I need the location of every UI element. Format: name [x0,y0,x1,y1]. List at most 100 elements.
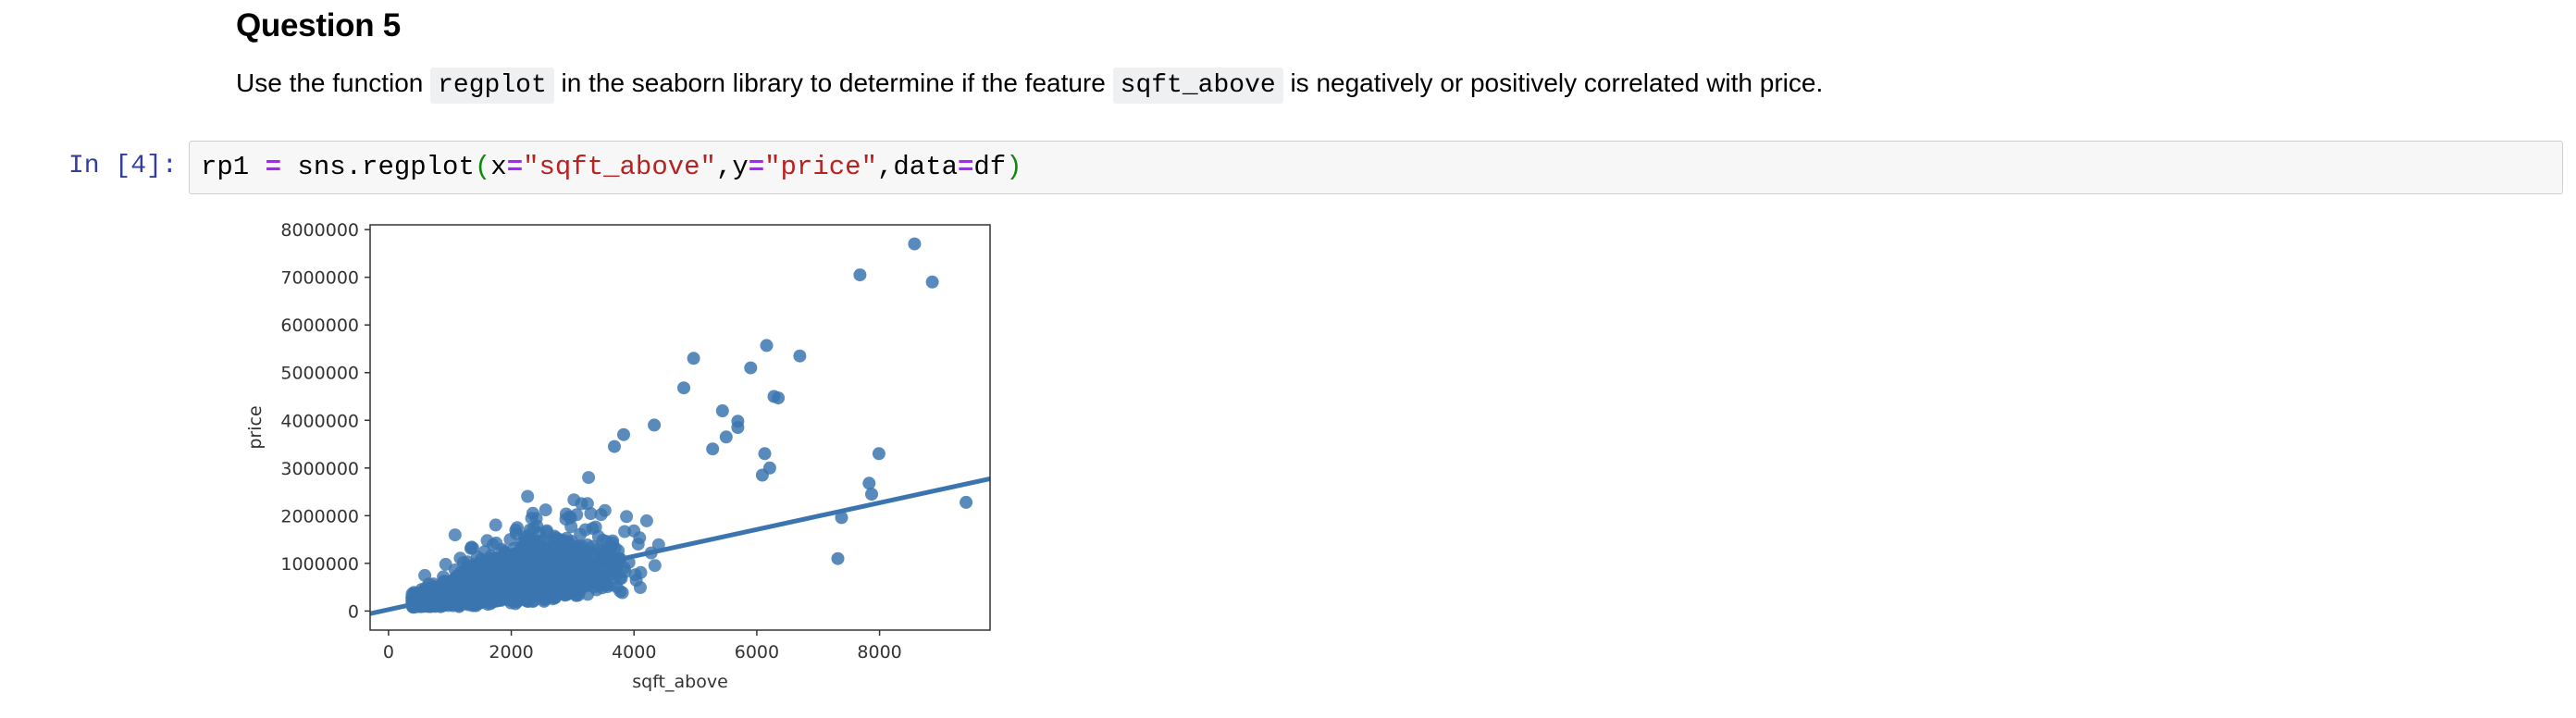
scatter-point [634,565,648,579]
code-token: x [490,152,507,182]
plot-area [369,224,991,631]
x-axis-label: sqft_above [632,672,728,692]
scatter-point [608,439,621,453]
scatter-point [587,580,601,594]
scatter-point [835,511,848,525]
y-tick-label: 1000000 [280,554,359,575]
scatter-point [521,489,535,503]
scatter-point [559,513,573,526]
scatter-point [588,520,602,534]
scatter-point [480,534,494,548]
code-token-string: "sqft_above" [523,152,716,182]
y-tick-label: 5000000 [280,364,359,384]
scatter-point [534,556,548,570]
y-tick-label: 7000000 [280,268,359,289]
scatter-point [460,594,473,608]
y-tick-label: 3000000 [280,459,359,479]
scatter-point [862,477,876,490]
code-token: ,data [876,152,958,182]
scatter-point [793,349,807,363]
inline-code-regplot: regplot [430,68,554,104]
scatter-point [588,567,601,581]
y-tick-label: 4000000 [280,411,359,431]
scatter-point [731,421,745,434]
x-tick-label: 6000 [735,642,779,662]
scatter-point [526,581,539,595]
scatter-point [584,507,598,520]
question-text-part: is negatively or positively correlated w… [1282,68,1824,97]
scatter-point [872,447,886,461]
scatter-point [687,352,700,365]
scatter-point [539,503,552,517]
scatter-point [755,468,769,482]
scatter-point [516,584,530,598]
regplot-output: 0 1000000 2000000 3000000 4000000 5000000 6000… [236,208,1013,699]
x-tick-label: 0 [383,642,394,662]
scatter-point [634,581,647,594]
scatter-point [506,563,520,576]
y-axis-ticks: 0 1000000 2000000 3000000 4000000 5000000 6000… [280,220,370,622]
question-text-part: in the seaborn library to determine if t… [553,68,1113,97]
scatter-point [489,518,502,532]
scatter-point [558,537,572,551]
scatter-point [427,577,440,591]
code-line[interactable]: rp1 = sns.regplot(x="sqft_above",y="pric… [201,152,1022,182]
scatter-point [648,418,662,432]
scatter-point [960,495,973,509]
scatter-point [772,391,786,405]
code-token: sns.regplot [281,152,475,182]
scatter-point [925,275,939,289]
x-axis-ticks: 0 2000 4000 6000 8000 [383,630,902,662]
scatter-point [853,268,867,282]
scatter-point [578,523,592,537]
x-tick-label: 4000 [612,642,656,662]
code-token-paren: ) [1006,152,1022,182]
scatter-point [582,471,596,485]
scatter-point [677,381,690,395]
scatter-point [594,508,608,522]
scatter-point [586,539,600,553]
scatter-point [521,595,535,608]
scatter-point [706,442,720,456]
scatter-point [511,521,524,535]
scatter-point [633,531,647,545]
scatter-point [439,557,452,571]
scatter-point [570,508,584,522]
input-prompt: In [4]: [68,152,178,180]
scatter-point [442,575,456,588]
y-tick-label: 6000000 [280,316,359,336]
scatter-point [559,584,573,598]
scatter-point [484,549,498,563]
scatter-point [639,514,653,527]
scatter-point [618,525,632,538]
scatter-point [518,534,532,548]
question-text: Use the function regplot in the seaborn … [236,68,1824,104]
scatter-point [908,237,922,251]
scatter-point [831,551,845,565]
scatter-point [865,488,878,501]
regplot-chart: 0 1000000 2000000 3000000 4000000 5000000 6000… [245,220,991,692]
y-tick-label: 0 [348,601,359,622]
code-token-operator: = [958,152,974,182]
scatter-point [513,552,526,565]
code-token: df [973,152,1007,182]
scatter-point [448,528,462,542]
scatter-point [758,447,772,461]
code-token-string: "price" [764,152,877,182]
code-token-operator: = [506,152,524,182]
scatter-point [744,361,758,375]
scatter-point [606,563,620,577]
scatter-point [604,539,618,553]
question-text-part: Use the function [236,68,431,97]
code-token-paren: ( [474,152,491,182]
scatter-point [715,404,729,417]
scatter-point [615,586,629,600]
scatter-points [405,237,973,614]
code-cell-editor[interactable]: rp1 = sns.regplot(x="sqft_above",y="pric… [189,141,2563,194]
scatter-point [575,497,588,511]
code-token-operator: = [748,152,765,182]
scatter-point [509,597,522,611]
code-token: ,y [715,152,749,182]
x-tick-label: 8000 [857,642,901,662]
y-axis-label: price [245,405,266,449]
